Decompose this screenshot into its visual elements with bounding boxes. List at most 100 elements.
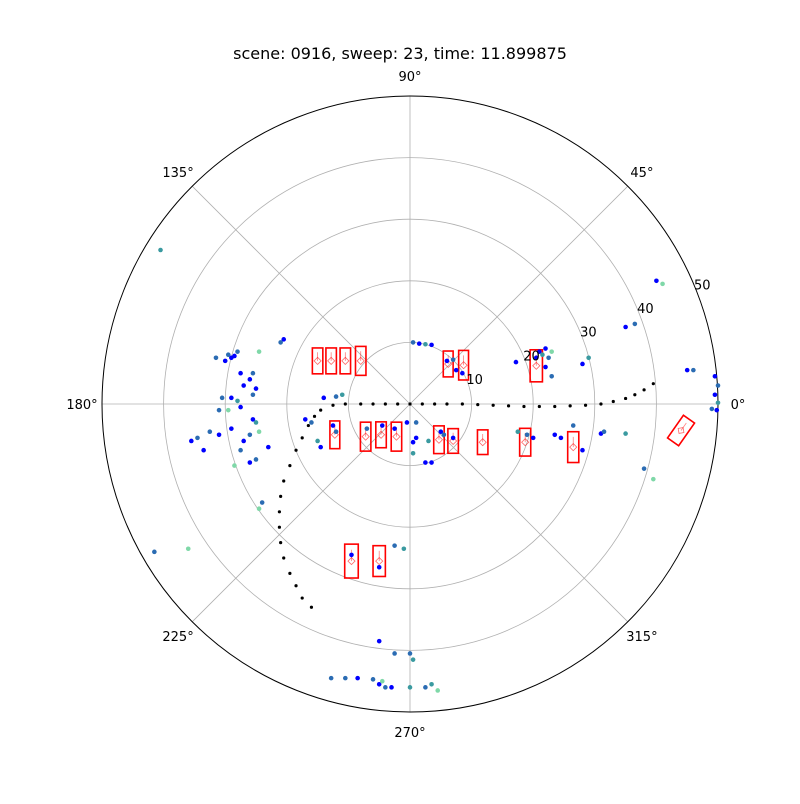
- ego-path-point: [445, 402, 449, 406]
- r-tick-label: 10: [466, 373, 483, 388]
- radar-point: [524, 432, 530, 438]
- theta-tick-label: 270°: [394, 726, 425, 741]
- object-box: [476, 429, 489, 456]
- radar-point: [232, 353, 237, 359]
- radar-point: [441, 432, 447, 438]
- box-outline: [529, 348, 544, 383]
- ego-path-point: [306, 423, 310, 428]
- box-center-marker: [375, 556, 384, 566]
- radar-point: [641, 466, 647, 471]
- radar-point: [235, 398, 240, 404]
- radar-point: [256, 506, 262, 512]
- radar-points: [152, 247, 721, 693]
- box-center-marker: [569, 443, 578, 452]
- box-outline: [311, 347, 324, 375]
- ego-path-point: [277, 525, 282, 529]
- object-box: [325, 347, 338, 375]
- ego-path-point: [506, 404, 511, 408]
- theta-tick-label: 225°: [162, 630, 193, 645]
- radar-point: [558, 435, 564, 441]
- radar-point: [219, 395, 225, 401]
- radar-point: [343, 675, 348, 681]
- radar-point: [410, 340, 416, 345]
- ego-path-point: [583, 403, 588, 407]
- box-center-marker: [313, 356, 322, 365]
- object-box: [566, 430, 580, 464]
- radar-point: [222, 358, 228, 364]
- radar-point: [413, 420, 419, 425]
- radar-point: [513, 359, 519, 365]
- theta-tick-label: 45°: [630, 166, 653, 181]
- radar-point: [537, 349, 542, 354]
- box-heading: [680, 422, 687, 431]
- radar-point: [570, 423, 576, 428]
- radar-point: [253, 457, 259, 462]
- box-center-marker: [478, 438, 487, 447]
- radar-point: [225, 407, 231, 413]
- radar-point: [401, 546, 407, 552]
- radar-point: [715, 383, 721, 388]
- radar-point: [444, 358, 450, 364]
- radar-point: [712, 373, 718, 379]
- box-outline: [432, 425, 445, 455]
- radar-point: [241, 438, 246, 444]
- radar-point: [392, 426, 397, 431]
- radar-point: [213, 355, 219, 361]
- theta-tick-label: 0°: [731, 398, 746, 413]
- radar-point: [709, 406, 715, 412]
- box-outline: [343, 543, 360, 579]
- ego-path-point: [279, 541, 283, 545]
- radar-point: [586, 355, 591, 361]
- object-box: [343, 543, 360, 579]
- theta-tick-label: 180°: [66, 398, 97, 413]
- radar-point: [309, 420, 314, 425]
- box-center-marker: [341, 356, 350, 365]
- radar-point: [376, 638, 382, 644]
- box-outline: [390, 421, 403, 452]
- ego-path-point: [300, 436, 304, 440]
- box-center-marker: [392, 432, 401, 441]
- radar-point: [250, 370, 256, 376]
- theta-gridline: [409, 185, 629, 405]
- radar-point: [651, 476, 656, 482]
- box-outline: [566, 430, 580, 464]
- object-box: [311, 347, 324, 375]
- radar-point: [247, 377, 253, 382]
- box-outline: [325, 347, 338, 375]
- radar-point: [321, 395, 327, 401]
- radar-point: [413, 435, 419, 441]
- radar-point: [281, 337, 287, 342]
- ego-path-point: [537, 404, 541, 409]
- radar-point: [278, 340, 283, 345]
- ego-path-point: [460, 402, 464, 406]
- radar-point: [549, 373, 554, 379]
- ego-path-point: [343, 402, 347, 406]
- box-outline: [359, 421, 372, 452]
- radar-point: [253, 386, 259, 391]
- radar-point: [302, 417, 308, 422]
- radar-point: [438, 429, 444, 435]
- radar-point: [453, 367, 459, 373]
- radar-point: [256, 429, 262, 435]
- radar-point: [355, 675, 360, 681]
- ego-path-point: [568, 404, 572, 408]
- ego-path-point: [331, 403, 335, 407]
- ego-path-point: [309, 605, 314, 609]
- radar-point: [450, 357, 456, 362]
- radar-point: [429, 460, 434, 465]
- ego-path-point: [642, 388, 646, 392]
- radar-point: [392, 543, 397, 548]
- radar-point: [540, 352, 545, 358]
- radar-point: [601, 429, 607, 435]
- r-tick-label: 30: [580, 326, 597, 341]
- radar-point: [715, 400, 721, 406]
- ego-path-point: [282, 479, 286, 483]
- box-outline: [476, 429, 489, 456]
- ego-path-point: [279, 494, 283, 498]
- radar-point: [423, 685, 428, 690]
- object-box: [666, 414, 696, 447]
- radar-point: [549, 349, 554, 354]
- radar-point: [410, 450, 416, 456]
- radar-point: [318, 444, 323, 450]
- radar-point: [407, 685, 413, 690]
